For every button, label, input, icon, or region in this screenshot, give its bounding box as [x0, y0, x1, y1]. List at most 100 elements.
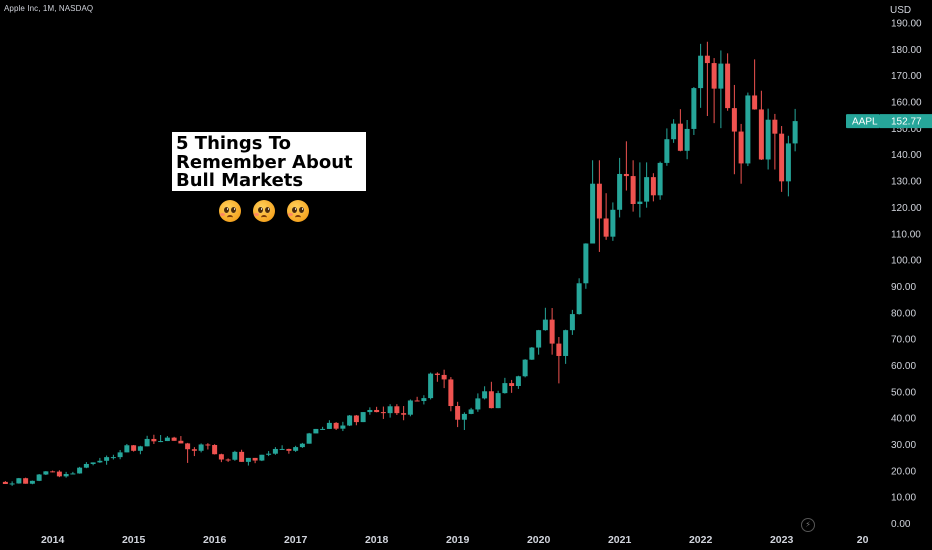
candle-body — [421, 398, 427, 402]
candle-body — [50, 471, 56, 473]
candle-body — [434, 373, 440, 375]
last-price-badge: AAPL 152.77 — [846, 114, 932, 129]
candle — [313, 428, 319, 434]
candle — [610, 202, 616, 241]
candle — [326, 420, 332, 429]
candle — [603, 193, 609, 240]
time-tick-label: 2016 — [203, 534, 227, 546]
candle-body — [671, 123, 677, 140]
candle-body — [178, 440, 184, 444]
candle — [306, 432, 312, 444]
candle — [488, 381, 494, 409]
candle-body — [563, 330, 569, 356]
price-tick-label: 110.00 — [891, 229, 921, 240]
candle — [617, 157, 623, 218]
headline-note: 5 Things To Remember About Bull Markets — [172, 132, 366, 191]
candle — [515, 375, 521, 389]
time-tick-label: 2022 — [689, 534, 713, 546]
symbol-legend[interactable]: Apple Inc, 1M, NASDAQ — [4, 4, 94, 13]
candle-body — [70, 473, 76, 475]
candle-body — [90, 462, 96, 464]
candle — [279, 445, 285, 450]
price-axis[interactable]: 0.00 10.00 20.00 30.00 40.00 50.00 60.00 70.00 8… — [891, 19, 922, 530]
time-tick-label: 2015 — [122, 534, 146, 546]
candle-body — [441, 374, 447, 380]
candle — [421, 395, 427, 405]
candle-body — [711, 63, 717, 89]
candle — [212, 444, 218, 455]
candle-body — [320, 428, 326, 430]
candle-body — [725, 63, 731, 109]
candle-body — [299, 443, 305, 448]
candle-body — [637, 201, 643, 204]
last-price-value: 152.77 — [891, 117, 922, 128]
candle — [56, 470, 62, 478]
candle — [374, 406, 380, 413]
candle — [407, 399, 413, 417]
candle — [117, 450, 123, 460]
candle — [698, 43, 704, 108]
candle-body — [765, 119, 771, 160]
candle-body — [407, 400, 413, 415]
price-tick-label: 10.00 — [891, 493, 916, 504]
candle-body — [306, 433, 312, 444]
candle — [353, 414, 359, 426]
candle-body — [124, 445, 130, 453]
candle-body — [110, 457, 116, 459]
lightning-icon[interactable]: ⚡ — [801, 518, 815, 532]
price-tick-label: 150.00 — [891, 124, 922, 135]
candle-body — [495, 393, 501, 409]
candle — [50, 470, 56, 473]
candle — [644, 162, 650, 208]
candle-body — [745, 95, 751, 164]
candle-body — [144, 438, 150, 447]
price-tick-label: 160.00 — [891, 98, 922, 109]
candle-body — [738, 131, 744, 164]
price-tick-label: 80.00 — [891, 308, 916, 319]
candle-body — [137, 446, 143, 451]
candle — [691, 87, 697, 135]
candle — [684, 119, 690, 160]
candle — [711, 58, 717, 124]
candle-body — [347, 415, 353, 426]
candle-body — [475, 398, 481, 410]
price-tick-label: 40.00 — [891, 414, 916, 425]
candle — [185, 442, 191, 463]
candle — [461, 412, 467, 430]
candle-body — [77, 467, 83, 474]
candle — [144, 435, 150, 447]
candle — [164, 436, 170, 442]
candle — [2, 481, 8, 484]
candle — [536, 329, 542, 355]
candle — [502, 377, 508, 394]
candle-body — [360, 412, 366, 423]
candle — [650, 173, 656, 202]
candle-body — [610, 209, 616, 237]
candle-body — [158, 441, 164, 443]
candle-body — [502, 383, 508, 394]
candle — [596, 160, 602, 252]
candle — [198, 443, 204, 453]
price-tick-label: 30.00 — [891, 440, 916, 451]
candle — [252, 457, 258, 464]
candle — [745, 92, 751, 167]
candle — [731, 84, 737, 175]
candle-body — [185, 443, 191, 450]
candle — [401, 406, 407, 421]
candle-body — [664, 139, 670, 163]
candle — [380, 406, 386, 419]
candle-body — [691, 88, 697, 129]
candle — [104, 455, 110, 465]
candle-body — [515, 376, 521, 387]
candle — [677, 109, 683, 152]
candle — [542, 307, 548, 331]
time-tick-label: 2019 — [446, 534, 470, 546]
candle-body — [428, 373, 434, 399]
candle-body — [448, 379, 454, 407]
candle-body — [286, 448, 292, 451]
candle-body — [16, 478, 22, 484]
candle-body — [549, 319, 555, 344]
candle — [259, 454, 265, 462]
time-axis[interactable]: 2014 2015 2016 2017 2018 2019 2020 2021 2022 2023… — [41, 534, 869, 546]
